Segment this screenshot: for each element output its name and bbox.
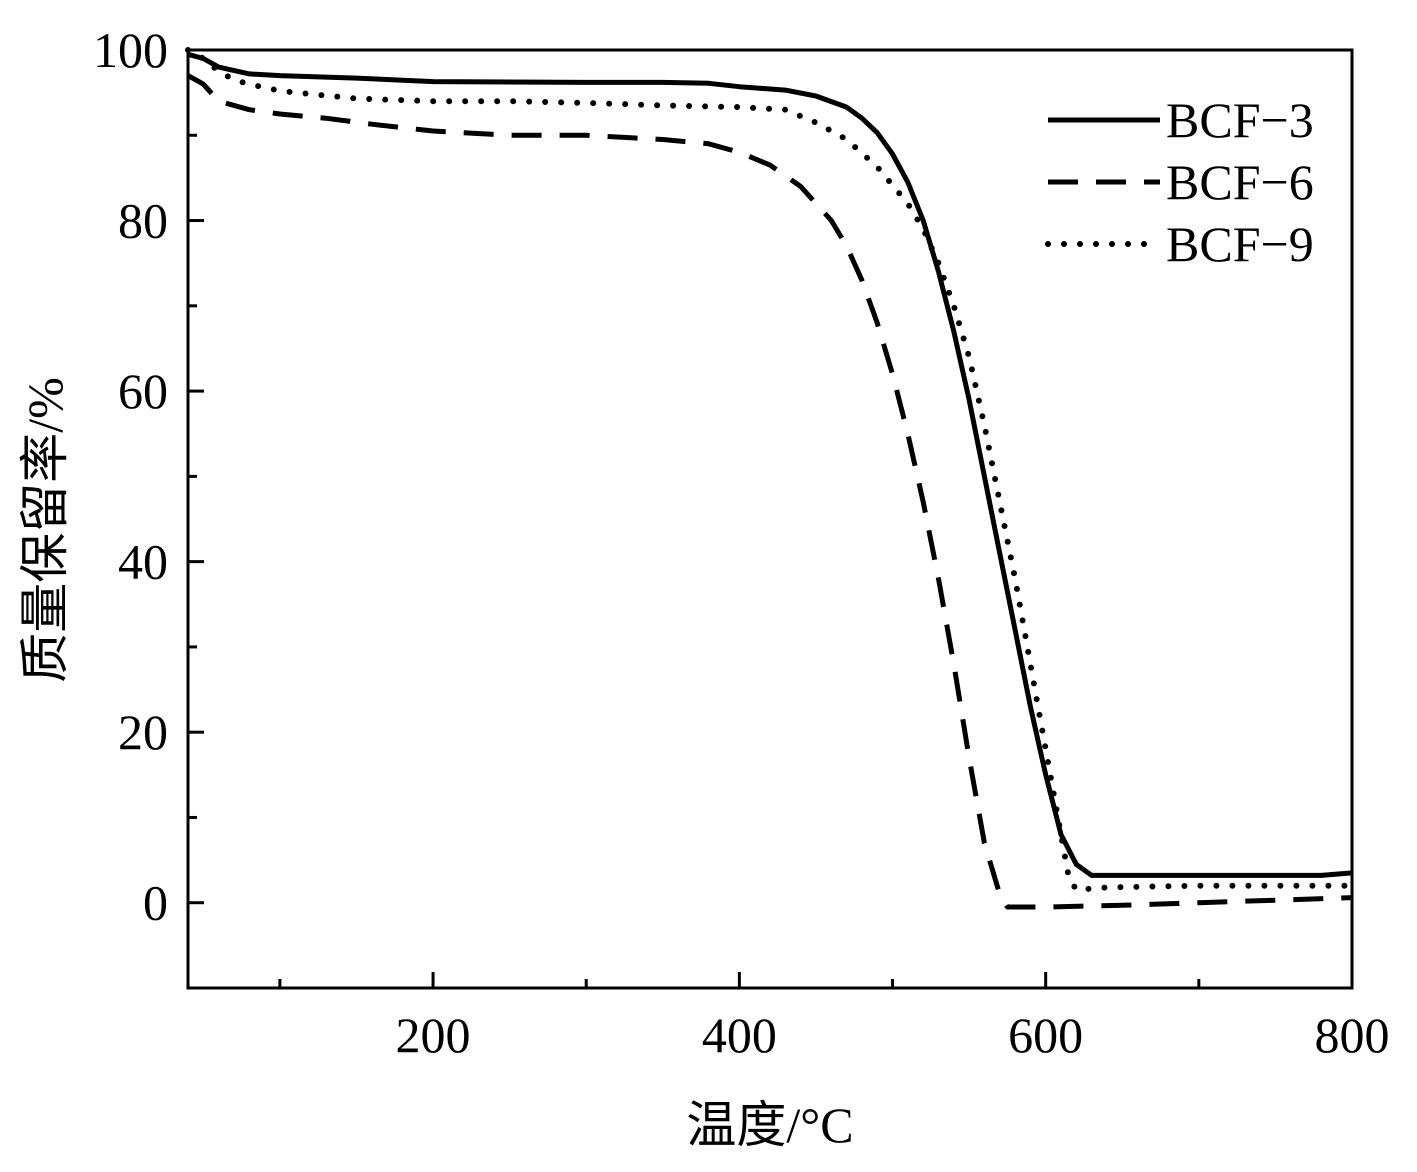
legend-label-2: BCF−6 <box>1166 154 1314 210</box>
y-tick-label: 0 <box>143 875 168 931</box>
x-tick-label: 600 <box>1008 1007 1083 1063</box>
y-tick-label: 100 <box>93 22 168 78</box>
legend-label-3: BCF−9 <box>1166 216 1314 272</box>
plot-frame <box>186 48 1354 990</box>
x-axis-title: 温度/°C <box>686 1097 853 1153</box>
series-lines <box>185 47 1355 910</box>
y-axis-title: 质量保留率/% <box>17 377 73 683</box>
x-tick-label: 400 <box>702 1007 777 1063</box>
x-tick-label: 800 <box>1315 1007 1390 1063</box>
y-tick-label: 20 <box>118 704 168 760</box>
y-tick-label: 80 <box>118 193 168 249</box>
legend: BCF−3 BCF−6 BCF−9 <box>1045 92 1314 272</box>
series-line-2 <box>186 73 1353 910</box>
y-tick-label: 60 <box>118 363 168 419</box>
tick-labels: 200 400 600 800 0 20 40 60 80 100 <box>93 22 1390 1063</box>
y-tick-label: 40 <box>118 534 168 590</box>
x-tick-label: 200 <box>396 1007 471 1063</box>
legend-label-1: BCF−3 <box>1166 92 1314 148</box>
series-line-1 <box>187 51 1353 878</box>
